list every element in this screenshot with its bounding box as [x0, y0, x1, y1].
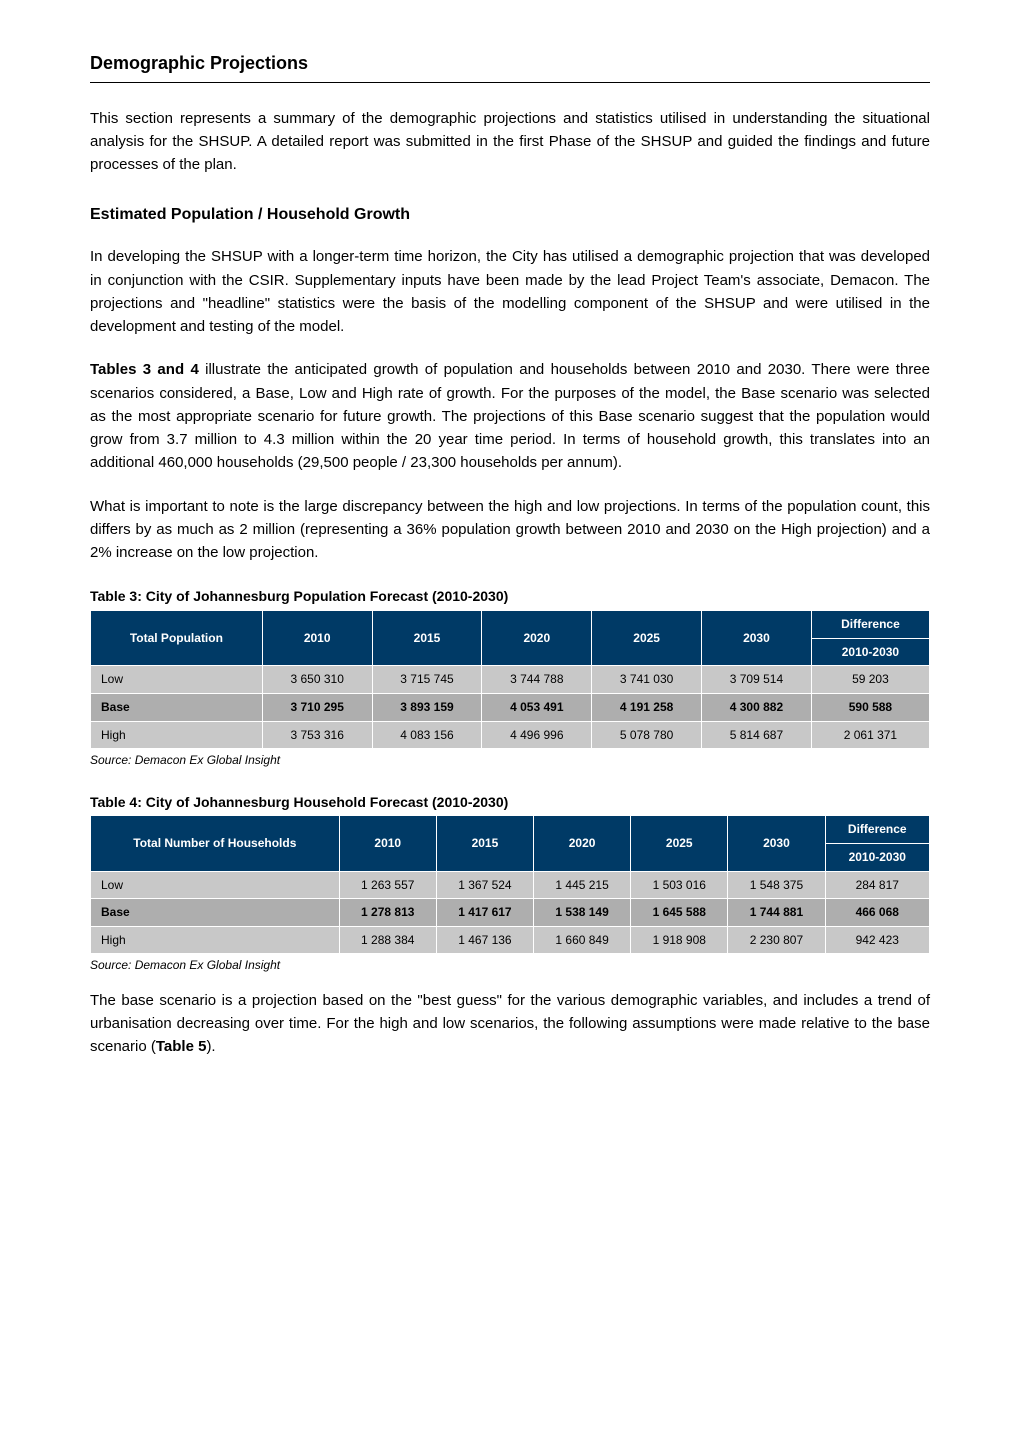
table3-source: Source: Demacon Ex Global Insight	[90, 751, 930, 770]
table4-diff-top: Difference	[825, 816, 929, 844]
table3-year-2025: 2025	[592, 611, 702, 666]
cell: 1 744 881	[728, 899, 825, 927]
cell: 3 893 159	[372, 693, 482, 721]
cell: 1 538 149	[534, 899, 631, 927]
paragraph-4: What is important to note is the large d…	[90, 495, 930, 565]
cell: 1 645 588	[631, 899, 728, 927]
paragraph-3: Tables 3 and 4 illustrate the anticipate…	[90, 358, 930, 474]
table4-row-low: Low 1 263 557 1 367 524 1 445 215 1 503 …	[91, 871, 930, 899]
p3-lead: Tables 3 and 4	[90, 361, 199, 378]
table4-caption: Table 4: City of Johannesburg Household …	[90, 792, 930, 814]
cell: 4 300 882	[702, 693, 812, 721]
intro-paragraph: This section represents a summary of the…	[90, 107, 930, 177]
cell: 3 715 745	[372, 666, 482, 694]
table3: Total Population 2010 2015 2020 2025 203…	[90, 610, 930, 749]
table4-source: Source: Demacon Ex Global Insight	[90, 956, 930, 975]
table3-year-2010: 2010	[262, 611, 372, 666]
cell: 5 814 687	[702, 721, 812, 749]
cell: 3 650 310	[262, 666, 372, 694]
cell: 1 660 849	[534, 926, 631, 954]
cell: 284 817	[825, 871, 929, 899]
cell: 3 753 316	[262, 721, 372, 749]
cell: 59 203	[811, 666, 929, 694]
cell: 2 230 807	[728, 926, 825, 954]
cell: 4 191 258	[592, 693, 702, 721]
closing-bold: Table 5	[156, 1038, 207, 1055]
closing-paragraph: The base scenario is a projection based …	[90, 989, 930, 1059]
cell: 942 423	[825, 926, 929, 954]
cell: 1 548 375	[728, 871, 825, 899]
table3-row-base: Base 3 710 295 3 893 159 4 053 491 4 191…	[91, 693, 930, 721]
table3-year-2020: 2020	[482, 611, 592, 666]
table3-diff-top: Difference	[811, 611, 929, 639]
cell: 3 709 514	[702, 666, 812, 694]
table4-year-2025: 2025	[631, 816, 728, 871]
cell: 1 278 813	[339, 899, 436, 927]
table4-diff-bottom: 2010-2030	[825, 843, 929, 871]
cell: 1 503 016	[631, 871, 728, 899]
cell: 590 588	[811, 693, 929, 721]
cell-label: Base	[91, 899, 340, 927]
table4-row-high: High 1 288 384 1 467 136 1 660 849 1 918…	[91, 926, 930, 954]
subheading-growth: Estimated Population / Household Growth	[90, 203, 930, 228]
cell: 1 417 617	[436, 899, 533, 927]
cell: 1 467 136	[436, 926, 533, 954]
cell-label: High	[91, 721, 263, 749]
closing-b: ).	[206, 1038, 215, 1055]
cell: 3 744 788	[482, 666, 592, 694]
heading-rule	[90, 82, 930, 83]
table4-col0: Total Number of Households	[91, 816, 340, 871]
table3-row-low: Low 3 650 310 3 715 745 3 744 788 3 741 …	[91, 666, 930, 694]
table3-year-2030: 2030	[702, 611, 812, 666]
table3-col0: Total Population	[91, 611, 263, 666]
cell-label: Low	[91, 871, 340, 899]
table4-year-2015: 2015	[436, 816, 533, 871]
cell: 1 263 557	[339, 871, 436, 899]
cell: 1 288 384	[339, 926, 436, 954]
table4-row-base: Base 1 278 813 1 417 617 1 538 149 1 645…	[91, 899, 930, 927]
cell: 1 918 908	[631, 926, 728, 954]
table3-year-2015: 2015	[372, 611, 482, 666]
cell-label: Low	[91, 666, 263, 694]
cell: 466 068	[825, 899, 929, 927]
closing-a: The base scenario is a projection based …	[90, 992, 930, 1056]
cell: 2 061 371	[811, 721, 929, 749]
p3-rest: illustrate the anticipated growth of pop…	[90, 361, 930, 471]
cell: 3 741 030	[592, 666, 702, 694]
table4-year-2010: 2010	[339, 816, 436, 871]
table4: Total Number of Households 2010 2015 202…	[90, 815, 930, 954]
cell-label: Base	[91, 693, 263, 721]
cell: 3 710 295	[262, 693, 372, 721]
table3-caption: Table 3: City of Johannesburg Population…	[90, 586, 930, 608]
cell-label: High	[91, 926, 340, 954]
table3-row-high: High 3 753 316 4 083 156 4 496 996 5 078…	[91, 721, 930, 749]
cell: 4 083 156	[372, 721, 482, 749]
cell: 4 496 996	[482, 721, 592, 749]
table3-diff-bottom: 2010-2030	[811, 638, 929, 666]
cell: 1 367 524	[436, 871, 533, 899]
paragraph-2: In developing the SHSUP with a longer-te…	[90, 245, 930, 338]
table4-year-2020: 2020	[534, 816, 631, 871]
cell: 4 053 491	[482, 693, 592, 721]
table4-year-2030: 2030	[728, 816, 825, 871]
cell: 1 445 215	[534, 871, 631, 899]
cell: 5 078 780	[592, 721, 702, 749]
page-heading: Demographic Projections	[90, 50, 930, 78]
